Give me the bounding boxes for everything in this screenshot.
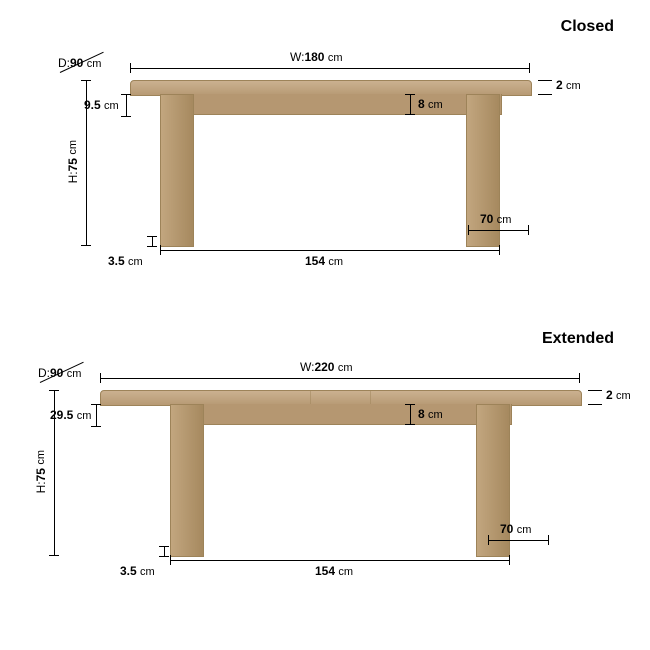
state-title-extended: Extended xyxy=(542,330,614,348)
panel-extended: D:90 cm W:220 cm 2 cm 2 xyxy=(40,360,610,630)
panel-closed: D:90 cm W:180 cm 2 cm 9.5 cm xyxy=(60,50,590,310)
dimension-diagram: Closed D:90 cm W:180 cm 2 cm xyxy=(0,0,650,650)
table-closed xyxy=(130,80,530,245)
state-title-closed: Closed xyxy=(561,18,614,36)
